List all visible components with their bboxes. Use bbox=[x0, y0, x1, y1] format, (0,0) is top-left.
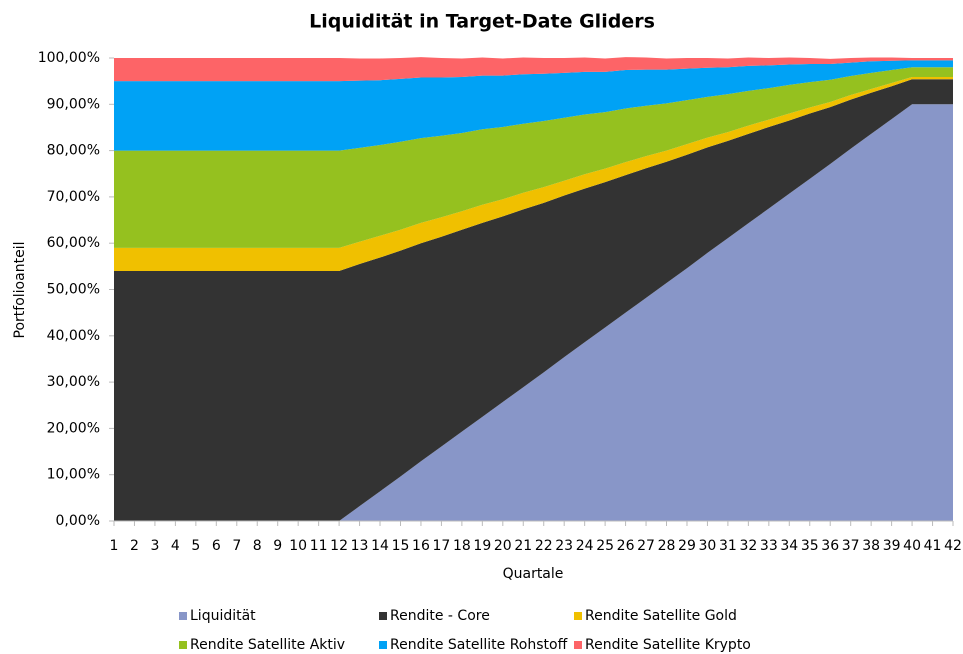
area bbox=[114, 79, 953, 521]
y-tick-label: 60,00% bbox=[47, 235, 100, 251]
x-tick-label: 30 bbox=[699, 538, 717, 554]
legend-label: Rendite Satellite Gold bbox=[585, 608, 737, 624]
x-tick-label: 11 bbox=[310, 538, 328, 554]
x-tick-label: 35 bbox=[801, 538, 819, 554]
legend-swatch bbox=[379, 612, 387, 620]
x-tick-label: 29 bbox=[678, 538, 696, 554]
x-tick-label: 19 bbox=[473, 538, 491, 554]
legend-swatch bbox=[179, 641, 187, 649]
legend-label: Rendite Satellite Krypto bbox=[585, 637, 751, 653]
y-tick-label: 100,00% bbox=[38, 50, 100, 66]
area bbox=[114, 67, 953, 248]
x-tick-label: 28 bbox=[658, 538, 676, 554]
x-tick-label: 40 bbox=[903, 538, 921, 554]
y-tick-label: 30,00% bbox=[47, 374, 100, 390]
y-tick-label: 50,00% bbox=[47, 282, 100, 298]
x-axis-label: Quartale bbox=[503, 566, 564, 582]
x-tick-label: 32 bbox=[739, 538, 757, 554]
x-tick-label: 25 bbox=[596, 538, 614, 554]
x-tick-label: 22 bbox=[535, 538, 553, 554]
x-tick-label: 9 bbox=[273, 538, 282, 554]
legend-label: Rendite - Core bbox=[390, 608, 490, 624]
x-tick-label: 41 bbox=[924, 538, 942, 554]
area bbox=[114, 60, 953, 151]
x-tick-label: 5 bbox=[191, 538, 200, 554]
y-tick-label: 20,00% bbox=[47, 420, 100, 436]
x-tick-label: 17 bbox=[433, 538, 451, 554]
x-tick-label: 3 bbox=[150, 538, 159, 554]
x-tick-label: 38 bbox=[862, 538, 880, 554]
x-tick-label: 4 bbox=[171, 538, 180, 554]
y-tick-label: 90,00% bbox=[47, 96, 100, 112]
legend-swatch bbox=[574, 612, 582, 620]
x-tick-label: 20 bbox=[494, 538, 512, 554]
area bbox=[114, 57, 953, 82]
legend-label: Rendite Satellite Rohstoff bbox=[390, 637, 568, 653]
y-tick-label: 80,00% bbox=[47, 143, 100, 159]
legend-swatch bbox=[179, 612, 187, 620]
x-tick-label: 12 bbox=[330, 538, 348, 554]
y-tick-label: 10,00% bbox=[47, 467, 100, 483]
x-tick-label: 31 bbox=[719, 538, 737, 554]
x-tick-label: 24 bbox=[576, 538, 594, 554]
x-tick-label: 39 bbox=[883, 538, 901, 554]
area bbox=[114, 76, 953, 271]
x-tick-label: 36 bbox=[821, 538, 839, 554]
x-tick-label: 1 bbox=[110, 538, 119, 554]
x-tick-label: 34 bbox=[780, 538, 798, 554]
legend-swatch bbox=[574, 641, 582, 649]
legend-label: Rendite Satellite Aktiv bbox=[190, 637, 345, 653]
x-tick-label: 21 bbox=[514, 538, 532, 554]
x-tick-label: 6 bbox=[212, 538, 221, 554]
x-tick-label: 8 bbox=[253, 538, 262, 554]
x-tick-label: 2 bbox=[130, 538, 139, 554]
x-tick-label: 26 bbox=[617, 538, 635, 554]
x-tick-label: 10 bbox=[289, 538, 307, 554]
x-tick-label: 7 bbox=[232, 538, 241, 554]
x-tick-label: 13 bbox=[351, 538, 369, 554]
y-tick-label: 40,00% bbox=[47, 328, 100, 344]
area bbox=[114, 104, 953, 522]
x-tick-label: 15 bbox=[392, 538, 410, 554]
x-tick-label: 37 bbox=[842, 538, 860, 554]
y-tick-label: 0,00% bbox=[56, 513, 100, 529]
x-tick-label: 16 bbox=[412, 538, 430, 554]
x-tick-label: 18 bbox=[453, 538, 471, 554]
x-tick-label: 23 bbox=[555, 538, 573, 554]
x-tick-label: 33 bbox=[760, 538, 778, 554]
x-tick-label: 14 bbox=[371, 538, 389, 554]
y-tick-label: 70,00% bbox=[47, 189, 100, 205]
chart-title: Liquidität in Target-Date Gliders bbox=[309, 11, 655, 33]
x-tick-label: 42 bbox=[944, 538, 962, 554]
legend-label: Liquidität bbox=[190, 608, 256, 624]
y-axis-label: Portfolioanteil bbox=[12, 242, 28, 339]
legend-swatch bbox=[379, 641, 387, 649]
x-tick-label: 27 bbox=[637, 538, 655, 554]
